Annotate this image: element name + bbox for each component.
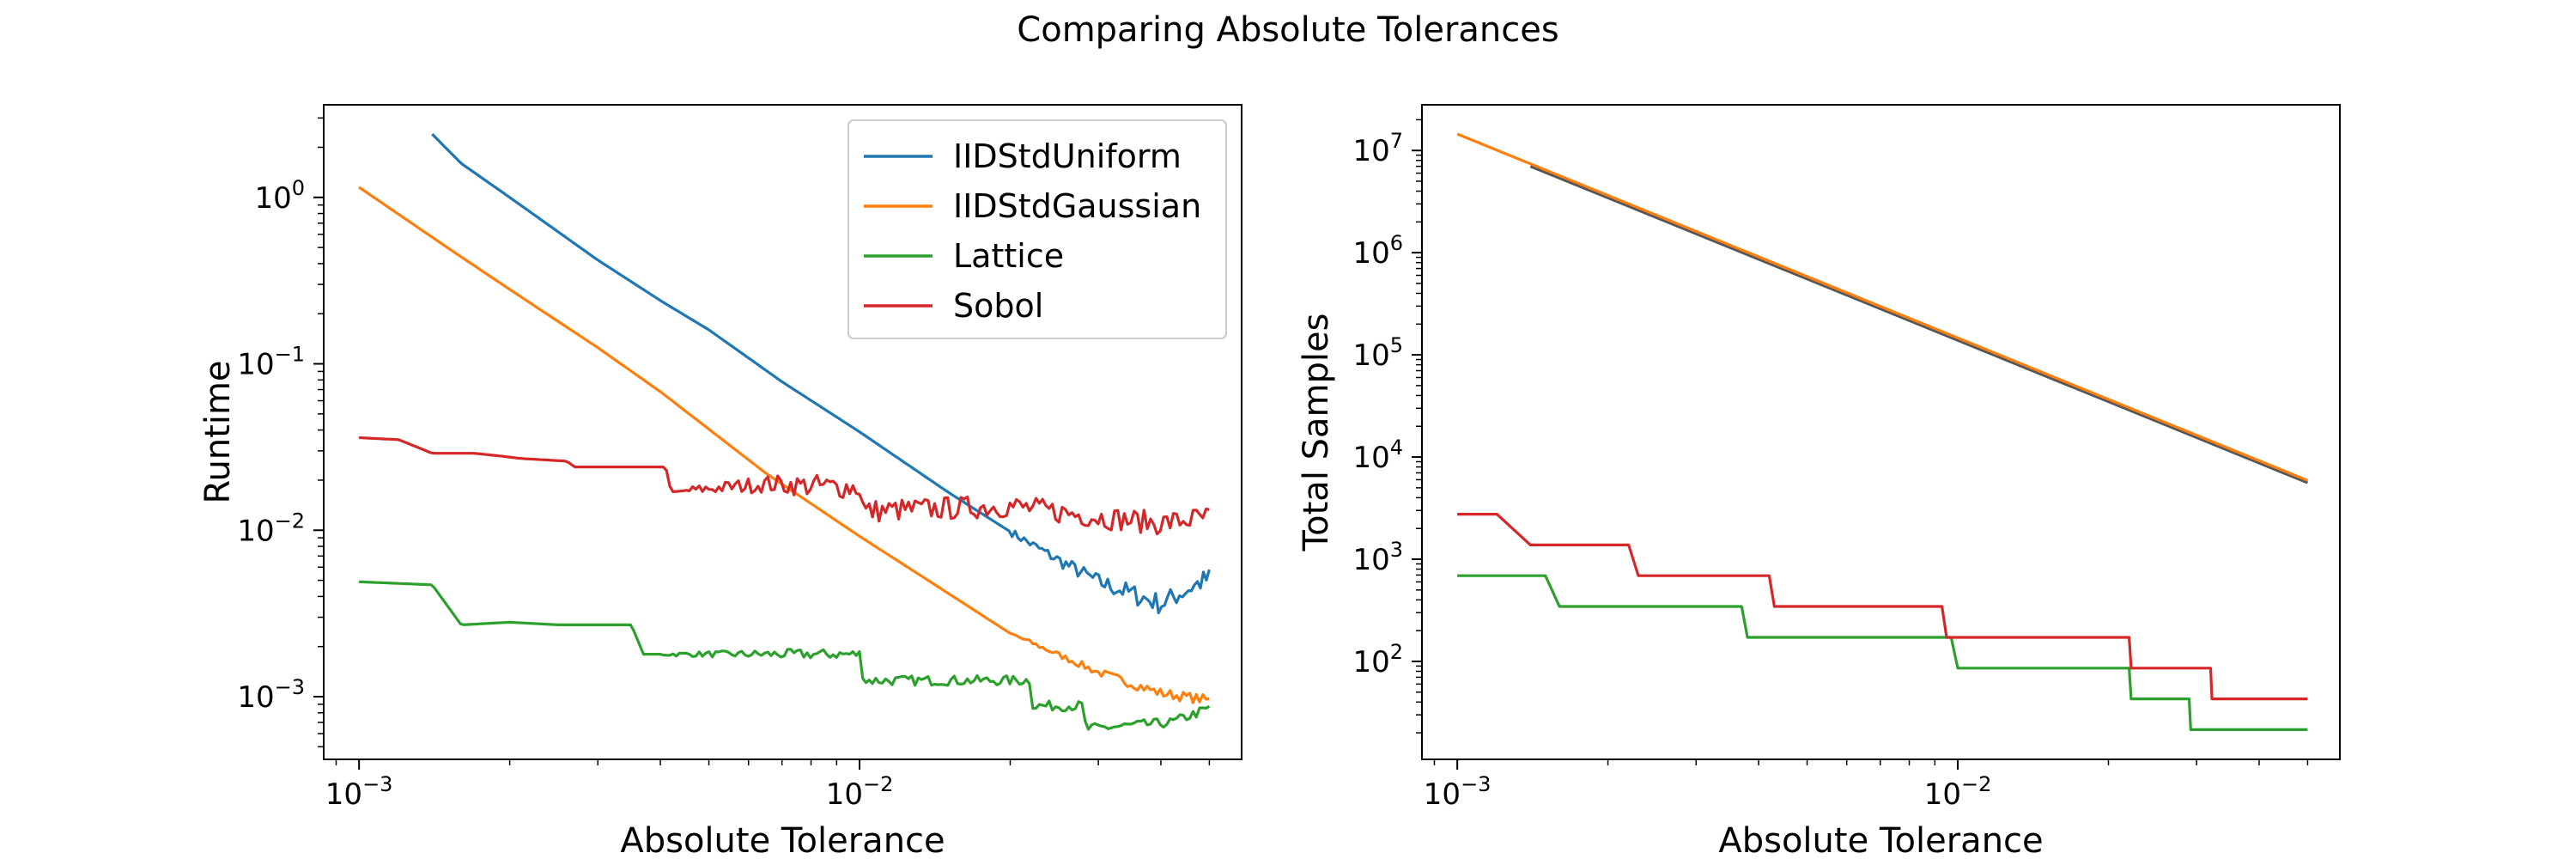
y-tick-label: 10−2 (237, 509, 305, 548)
x-axis-label: Absolute Tolerance (620, 821, 945, 859)
y-tick-label: 10−3 (237, 675, 305, 715)
legend-entry: Sobol (953, 287, 1043, 325)
x-tick-label: 10−2 (826, 772, 894, 812)
legend-box (848, 119, 1227, 339)
series-line-iidstdgaussian (358, 186, 1210, 704)
y-tick-label: 103 (1352, 538, 1403, 577)
series-line-sobol (1457, 512, 2308, 701)
runtime-chart: 10−3 10−2 10−3 10−2 10−1 100 Absolute Toleranc… (198, 104, 1242, 859)
total-samples-chart: 10−3 10−2 102 103 104 105 106 107 Absolute Toler… (1297, 104, 2341, 859)
y-tick-label: 104 (1352, 436, 1403, 475)
x-axis-label: Absolute Tolerance (1718, 821, 2043, 859)
figure-suptitle: Comparing Absolute Tolerances (1017, 10, 1558, 50)
y-tick-label: 100 (254, 176, 305, 216)
legend-entry: IIDStdUniform (953, 137, 1182, 175)
series-line-lattice (359, 580, 1211, 731)
y-axis-label: Total Samples (1297, 314, 1336, 552)
axes-frame (1421, 104, 2341, 760)
legend-entry: IIDStdGaussian (953, 187, 1201, 225)
series-line-lattice (1457, 574, 2308, 732)
legend-entry: Lattice (953, 237, 1064, 275)
series-line-iidstdgaussian (1456, 132, 2309, 482)
y-tick-label: 10−1 (237, 343, 305, 382)
legend: IIDStdUniform IIDStdGaussian Lattice Sobol (848, 119, 1227, 339)
series-line-iidstduniform (431, 132, 1211, 615)
y-tick-label: 105 (1352, 333, 1403, 373)
y-tick-label: 102 (1352, 640, 1403, 679)
y-tick-label: 106 (1352, 231, 1403, 271)
x-tick-label: 10−3 (1424, 772, 1492, 812)
x-tick-label: 10−2 (1924, 772, 1992, 812)
series-line-sobol (359, 436, 1210, 536)
y-tick-label: 107 (1352, 129, 1403, 168)
axes-frame (323, 104, 1242, 760)
series-line-iidstduniform (1529, 165, 2309, 484)
y-axis-label: Runtime (198, 360, 238, 503)
x-tick-label: 10−3 (325, 772, 393, 812)
